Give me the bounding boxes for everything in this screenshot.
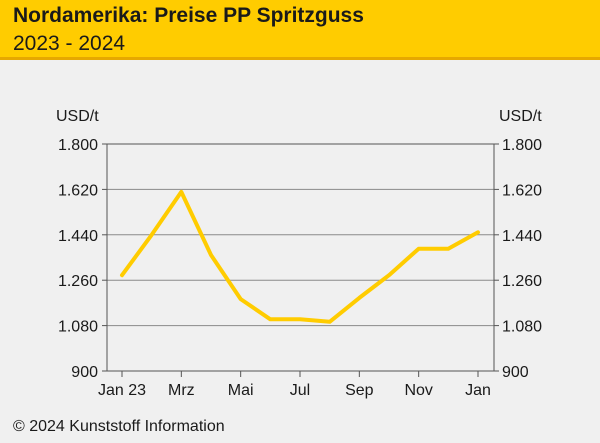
chart-title: Nordamerika: Preise PP Spritzguss bbox=[13, 4, 364, 27]
y-tick-label-left: 1.080 bbox=[58, 319, 98, 336]
x-tick-label: Mrz bbox=[168, 382, 195, 399]
x-tick-label: Mai bbox=[228, 382, 254, 399]
y-tick-label-right: 1.080 bbox=[502, 319, 542, 336]
y-tick-label-left: 1.440 bbox=[58, 228, 98, 245]
plot-frame bbox=[106, 143, 495, 372]
y-tick-labels: 900 900 1.080 1.080 1.260 1.260 1.440 1.440 1.62… bbox=[58, 137, 542, 381]
chart-subtitle: 2023 - 2024 bbox=[13, 32, 126, 55]
y-tick-label-left: 900 bbox=[71, 364, 98, 381]
x-tick-label: Sep bbox=[345, 382, 374, 399]
y-tick-label-right: 900 bbox=[502, 364, 529, 381]
y-tick-label-right: 1.620 bbox=[502, 182, 542, 199]
x-tick-label: Jan 23 bbox=[98, 382, 146, 399]
y-tick-label-right: 1.440 bbox=[502, 228, 542, 245]
x-tick-label: Jan bbox=[465, 382, 491, 399]
line-chart: USD/t USD/t 900 900 1.080 1.080 1.260 1.260 1.… bbox=[56, 108, 542, 399]
y-tick-label-left: 1.800 bbox=[58, 137, 98, 154]
header-banner: Nordamerika: Preise PP Spritzguss 2023 -… bbox=[0, 0, 600, 60]
y-tick-label-left: 1.260 bbox=[58, 273, 98, 290]
copyright-footer: © 2024 Kunststoff Information bbox=[13, 418, 225, 435]
series-line bbox=[120, 189, 480, 324]
x-tick-label: Jul bbox=[290, 382, 310, 399]
data-points bbox=[121, 191, 479, 322]
y-tick-label-right: 1.800 bbox=[502, 137, 542, 154]
y-axis-label-right: USD/t bbox=[499, 108, 542, 125]
grid-lines bbox=[107, 188, 494, 327]
x-tick-label: Nov bbox=[404, 382, 432, 399]
y-axis-label-left: USD/t bbox=[56, 108, 99, 125]
y-tick-label-left: 1.620 bbox=[58, 182, 98, 199]
y-tick-label-right: 1.260 bbox=[502, 273, 542, 290]
x-tick-labels: Jan 23 Mrz Mai Jul Sep Nov Jan bbox=[98, 371, 491, 399]
